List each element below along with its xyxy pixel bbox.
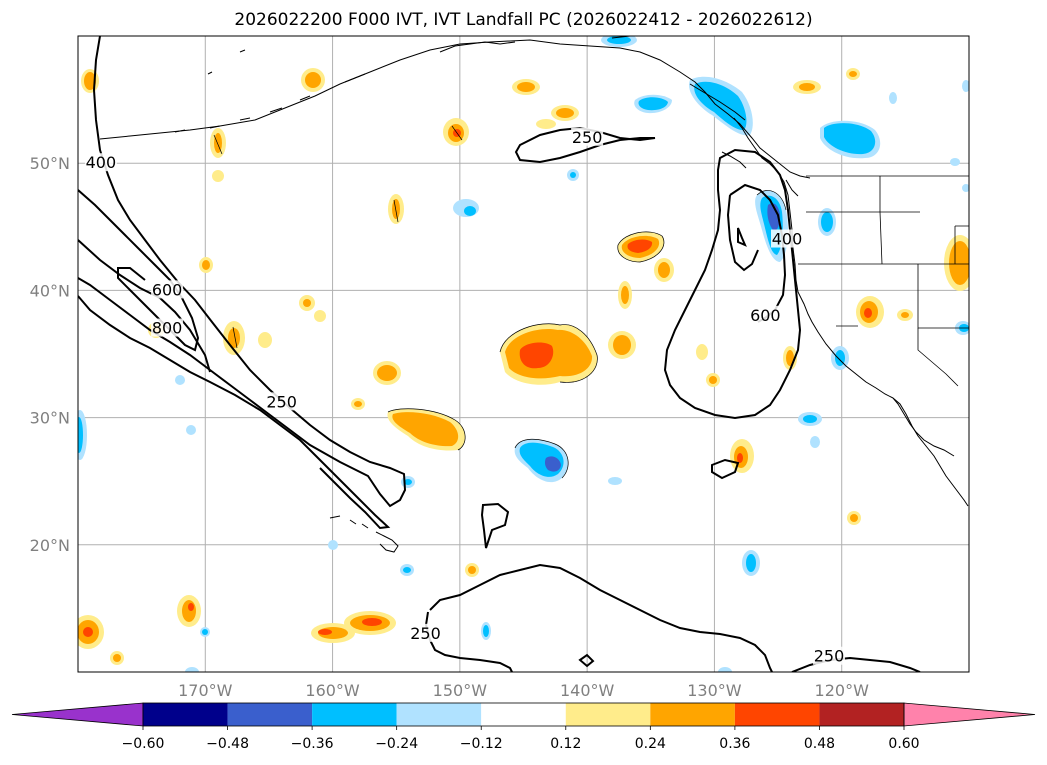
colorbar-tick-label: −0.60 — [122, 736, 165, 752]
lat-tick-label: 20°N — [30, 536, 70, 555]
contour-label: 600 — [152, 280, 183, 299]
colorbar-segment — [650, 703, 735, 726]
colorbar-tick-label: 0.24 — [635, 736, 666, 752]
lat-tick-label: 50°N — [30, 154, 70, 173]
colorbar-frame — [142, 702, 905, 727]
lon-tick-label: 150°W — [433, 681, 488, 700]
contour-label-bg — [571, 127, 604, 146]
lon-tick-label: 130°W — [687, 681, 742, 700]
patch-outlines — [213, 125, 787, 479]
political-boundaries — [798, 175, 969, 387]
contour-label: 600 — [750, 306, 781, 325]
colorbar-tick-label: 0.48 — [804, 736, 835, 752]
patch-42n-135w — [617, 231, 664, 262]
map-content: 400 600 800 250 250 400 600 250 250 — [78, 36, 969, 672]
latitude-labels: 20°N 30°N 40°N 50°N — [30, 154, 70, 555]
colorbar-segment — [481, 703, 566, 726]
contour-label-bg — [151, 318, 184, 337]
contour-label: 400 — [86, 153, 117, 172]
lon-tick-label: 140°W — [560, 681, 615, 700]
positive-pc-patches — [78, 68, 969, 665]
lat-tick-label: 30°N — [30, 409, 70, 428]
contour-label: 250 — [410, 624, 441, 643]
colorbar-segment — [734, 703, 820, 726]
map-title: 2026022200 F000 IVT, IVT Landfall PC (20… — [234, 10, 813, 30]
colorbar-tick-label: −0.48 — [206, 736, 249, 752]
contour-label: 250 — [266, 392, 297, 411]
contour-label-bg — [265, 392, 298, 411]
contour-label-bg — [151, 280, 184, 299]
colorbar-segment — [312, 703, 397, 726]
contour-label-bg — [84, 153, 117, 172]
colorbar-extend-max — [903, 702, 1036, 727]
colorbar-tick-label: 0.60 — [888, 736, 919, 752]
colorbar-segment — [819, 703, 904, 726]
contour-label: 400 — [772, 230, 803, 249]
contour-label: 800 — [152, 319, 183, 338]
colorbar-segment — [565, 703, 651, 726]
colorbar-tick-label: −0.12 — [460, 736, 503, 752]
contour-label-bg — [409, 623, 442, 642]
map-frame — [77, 35, 970, 673]
colorbar-segment — [227, 703, 313, 726]
colorbar-extend-min — [11, 702, 144, 727]
contour-label-bg — [812, 646, 845, 665]
lon-tick-label: 120°W — [815, 681, 870, 700]
lat-tick-label: 40°N — [30, 281, 70, 300]
colorbar-tick-label: 0.12 — [550, 736, 581, 752]
contour-label-bg — [749, 305, 782, 324]
colorbar-tick-label: −0.24 — [375, 736, 418, 752]
colorbar-tick-label: −0.36 — [291, 736, 334, 752]
lon-tick-label: 170°W — [178, 681, 233, 700]
contour-label: 250 — [572, 128, 603, 147]
colorbar-segment — [143, 703, 228, 726]
colorbar-tick-label: 0.36 — [719, 736, 750, 752]
colorbar: −0.60 −0.48 −0.36 −0.24 −0.12 0.12 0.24 0.36 0.4… — [11, 702, 1036, 752]
contour-label-bg — [770, 229, 803, 248]
contour-label: 250 — [814, 647, 845, 666]
patch-small-set — [78, 68, 969, 665]
patch-central-pacific — [500, 323, 598, 385]
patch-30n-150w — [387, 408, 466, 451]
contour-labels: 400 600 800 250 250 400 600 250 250 — [84, 127, 845, 666]
lon-tick-label: 160°W — [305, 681, 360, 700]
longitude-labels: 170°W 160°W 150°W 140°W 130°W 120°W — [178, 681, 869, 700]
colorbar-segment — [396, 703, 482, 726]
